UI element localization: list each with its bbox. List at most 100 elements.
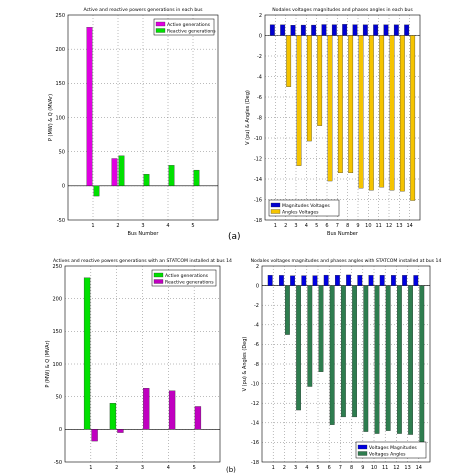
y-tick-label: 100 xyxy=(55,115,65,121)
x-tick-label: 7 xyxy=(339,465,342,471)
x-tick-label: 8 xyxy=(350,465,353,471)
bar-series-1 xyxy=(290,24,296,36)
bar-series-2 xyxy=(399,35,405,192)
x-tick-label: 13 xyxy=(396,223,402,229)
x-axis-label: Bus Number xyxy=(128,231,160,237)
bar-series-2 xyxy=(318,285,324,372)
bar-series-2 xyxy=(363,285,369,432)
x-tick-label: 5 xyxy=(316,465,319,471)
legend-swatch xyxy=(270,202,281,208)
bar-series-1 xyxy=(362,24,368,36)
bar-series-2 xyxy=(296,285,302,411)
x-tick-label: 5 xyxy=(193,465,196,471)
x-tick-label: 1 xyxy=(89,465,92,471)
bar-series-2 xyxy=(93,185,100,197)
chart-title: Nodales voltages magnitudes and phases a… xyxy=(272,7,413,13)
x-tick-label: 14 xyxy=(416,465,422,471)
y-tick-label: -50 xyxy=(57,218,65,224)
bar-series-1 xyxy=(390,275,396,286)
y-tick-label: -2 xyxy=(254,303,259,309)
y-tick-label: -8 xyxy=(254,362,259,368)
bar-series-1 xyxy=(383,24,389,36)
x-tick-label: 10 xyxy=(365,223,371,229)
bar-series-2 xyxy=(337,35,343,174)
x-tick-label: 5 xyxy=(191,223,194,229)
bar-series-2 xyxy=(317,35,323,126)
y-tick-label: -14 xyxy=(251,421,259,427)
legend-label: Voltages Magnitudes xyxy=(369,445,417,451)
bar-series-1 xyxy=(404,24,410,36)
x-tick-label: 9 xyxy=(361,465,364,471)
bar-series-2 xyxy=(358,35,364,189)
x-tick-label: 12 xyxy=(393,465,399,471)
legend-label: Active generations xyxy=(167,22,211,28)
y-tick-label: 50 xyxy=(59,149,65,155)
bar-series-1 xyxy=(290,275,296,286)
y-axis-label: V (pu) & Angles (Deg) xyxy=(242,337,248,392)
legend-swatch xyxy=(357,444,368,450)
bar-series-1 xyxy=(352,24,358,36)
bar-series-1 xyxy=(334,275,340,286)
bar-series-2 xyxy=(117,429,124,433)
x-tick-label: 3 xyxy=(141,465,144,471)
x-tick-label: 11 xyxy=(382,465,388,471)
bar-series-1 xyxy=(111,158,118,186)
bar-series-2 xyxy=(143,388,150,430)
legend-label: Magnitudes Voltages xyxy=(282,203,330,209)
bar-series-2 xyxy=(348,35,354,174)
bar-series-1 xyxy=(323,274,329,286)
bar-series-2 xyxy=(389,35,395,191)
bar-series-1 xyxy=(269,24,275,36)
y-tick-label: -16 xyxy=(254,197,262,203)
bar-series-2 xyxy=(296,35,302,166)
x-tick-label: 1 xyxy=(274,223,277,229)
x-tick-label: 1 xyxy=(272,465,275,471)
x-tick-label: 2 xyxy=(116,223,119,229)
y-tick-label: 150 xyxy=(52,329,62,335)
bar-series-1 xyxy=(109,403,117,430)
bar-series-2 xyxy=(379,35,385,188)
y-tick-label: 0 xyxy=(59,427,62,433)
y-tick-label: 250 xyxy=(52,264,62,270)
bar-series-2 xyxy=(340,285,346,418)
bar-series-2 xyxy=(193,169,200,186)
y-tick-label: -12 xyxy=(251,401,259,407)
bar-series-1 xyxy=(393,24,399,36)
y-axis-label: P (MW) & Q (MVAr) xyxy=(45,340,51,387)
bar-series-2 xyxy=(307,285,313,387)
bar-series-2 xyxy=(118,155,125,186)
bar-series-2 xyxy=(408,285,414,435)
bar-series-1 xyxy=(346,274,352,286)
legend-label: Reactive generations xyxy=(165,279,214,285)
y-tick-label: -6 xyxy=(257,95,262,101)
x-tick-label: 13 xyxy=(404,465,410,471)
bar-series-1 xyxy=(278,275,284,286)
legend-swatch xyxy=(153,279,164,284)
bar-series-2 xyxy=(91,429,98,442)
x-tick-label: 11 xyxy=(375,223,381,229)
y-tick-label: 0 xyxy=(62,184,65,190)
x-tick-label: 4 xyxy=(305,223,308,229)
bar-series-2 xyxy=(385,285,391,431)
legend-box xyxy=(355,441,427,459)
y-tick-label: -18 xyxy=(254,218,262,224)
legend-swatch xyxy=(153,272,164,278)
bar-series-1 xyxy=(280,24,286,36)
bar-series-2 xyxy=(284,285,290,335)
bar-series-1 xyxy=(312,275,318,286)
bar-series-1 xyxy=(357,275,363,286)
y-tick-label: -50 xyxy=(54,460,62,466)
x-tick-label: 2 xyxy=(115,465,118,471)
bar-series-1 xyxy=(267,275,273,286)
y-axis-label: V (pu) & Angles (Deg) xyxy=(245,90,251,145)
bar-series-2 xyxy=(194,406,202,430)
bar-series-1 xyxy=(342,24,348,36)
x-tick-label: 10 xyxy=(371,465,377,471)
bar-series-2 xyxy=(410,35,416,201)
bar-series-1 xyxy=(83,277,91,430)
y-tick-label: 0 xyxy=(259,33,262,39)
bar-series-1 xyxy=(300,24,306,36)
bar-series-2 xyxy=(306,35,312,142)
legend-label: Voltages Angles xyxy=(369,451,406,457)
x-tick-label: 4 xyxy=(167,465,170,471)
